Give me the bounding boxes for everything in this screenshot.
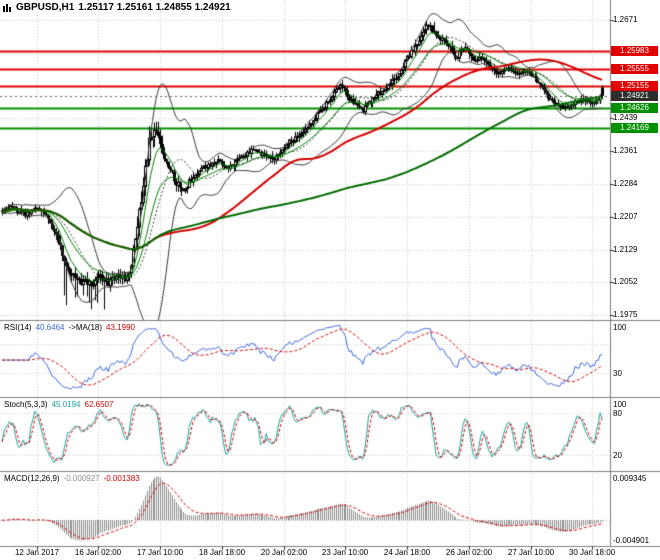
y-axis-label: 1.2361 bbox=[613, 146, 638, 156]
rsi-indicator-label: RSI(14) 40.6464 ->MA(18) 43.1990 bbox=[4, 323, 139, 333]
time-axis-label: 23 Jan 10:00 bbox=[321, 548, 369, 557]
time-axis-label: 20 Jan 02:00 bbox=[260, 548, 308, 557]
y-axis-label: 1.1975 bbox=[613, 310, 638, 320]
time-axis-label: 27 Jan 10:00 bbox=[507, 548, 555, 557]
time-axis-label: 24 Jan 18:00 bbox=[383, 548, 431, 557]
macd-signal-value: -0.001383 bbox=[103, 474, 140, 483]
ohlc-values: 1.25117 1.25161 1.24855 1.24921 bbox=[78, 2, 231, 13]
y-axis-label: 1.2207 bbox=[613, 211, 638, 221]
macd-scale-label: 0.009345 bbox=[613, 474, 647, 483]
time-axis-label: 30 Jan 18:00 bbox=[568, 548, 616, 557]
y-axis-label: 1.2284 bbox=[613, 179, 638, 188]
stoch-scale-label: 80 bbox=[613, 409, 622, 418]
time-axis-label: 16 Jan 02:00 bbox=[74, 548, 122, 557]
y-axis-label: 1.2129 bbox=[613, 244, 638, 254]
macd-name: MACD(12,26,9) bbox=[4, 474, 60, 483]
stoch-d-value: 62.6507 bbox=[84, 400, 114, 409]
price-badge-support: 1.24169 bbox=[611, 122, 658, 133]
symbol-timeframe: GBPUSD,H1 bbox=[16, 2, 75, 13]
time-axis-label: 18 Jan 18:00 bbox=[198, 548, 246, 557]
price-badge-resistance: 1.25555 bbox=[611, 63, 658, 74]
rsi-scale-label: 100 bbox=[613, 323, 627, 332]
price-badge-resistance: 1.25983 bbox=[611, 45, 658, 56]
chart-title: GBPUSD,H1 1.25117 1.25161 1.24855 1.2492… bbox=[3, 2, 231, 13]
price-badge-support: 1.24626 bbox=[611, 103, 658, 114]
y-axis-label: 1.2052 bbox=[613, 277, 638, 287]
time-axis-label: 26 Jan 02:00 bbox=[445, 548, 493, 557]
stoch-scale-label: 100 bbox=[613, 400, 627, 409]
stoch-indicator-label: Stoch(5,3,3) 45.0194 62.6507 bbox=[4, 400, 117, 410]
macd-scale-label: -0.004901 bbox=[613, 536, 650, 545]
price-badge-current-price: 1.24921 bbox=[611, 90, 658, 101]
chart-icon bbox=[3, 4, 11, 12]
rsi-ma-name: ->MA(18) bbox=[68, 323, 103, 332]
time-axis-label: 12 Jan 2017 bbox=[14, 548, 60, 557]
macd-indicator-label: MACD(12,26,9) -0.000927 -0.001383 bbox=[4, 474, 144, 484]
rsi-name: RSI(14) bbox=[4, 323, 32, 332]
time-axis-label: 17 Jan 10:00 bbox=[136, 548, 184, 557]
y-axis-label: 1.2439 bbox=[613, 113, 638, 123]
stoch-k-value: 45.0194 bbox=[51, 400, 81, 409]
macd-value: -0.000927 bbox=[63, 474, 100, 483]
y-axis-label: 1.2671 bbox=[613, 15, 638, 24]
price-badge-resistance: 1.25155 bbox=[611, 80, 658, 91]
rsi-value: 40.6464 bbox=[35, 323, 65, 332]
rsi-ma-value: 43.1990 bbox=[106, 323, 135, 332]
stoch-scale-label: 20 bbox=[613, 451, 622, 460]
rsi-scale-label: 30 bbox=[613, 369, 622, 379]
stoch-name: Stoch(5,3,3) bbox=[4, 400, 48, 409]
